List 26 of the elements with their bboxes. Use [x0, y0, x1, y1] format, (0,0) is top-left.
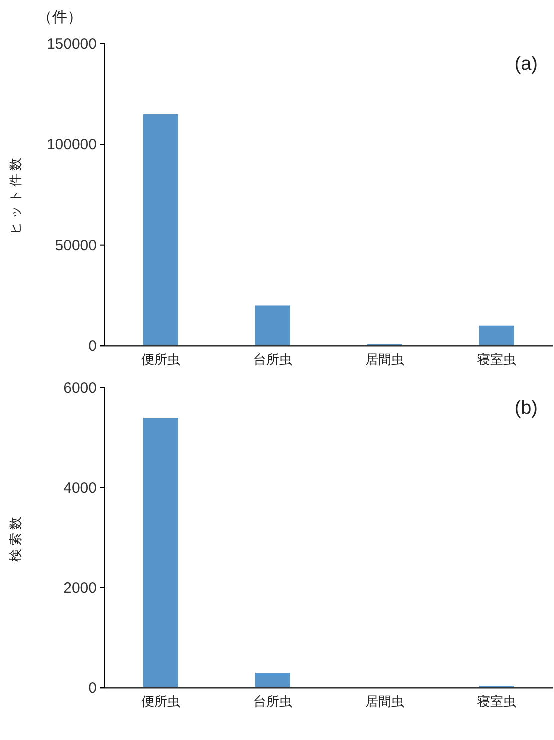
bar: [256, 673, 290, 688]
x-tick-label: 便所虫: [142, 694, 180, 709]
text: （件）: [38, 9, 82, 26]
y-tick-label: 6000: [64, 380, 97, 397]
y-tick-label: 150000: [46, 36, 97, 53]
y-tick-label: 0: [88, 680, 97, 697]
y-axis-title: ヒット件数: [8, 155, 23, 235]
x-tick-label: 台所虫: [254, 352, 292, 367]
x-tick-label: 便所虫: [142, 352, 180, 367]
y-axis-title: 検索数: [8, 514, 23, 562]
y-tick-label: 50000: [55, 237, 97, 254]
bar: [144, 418, 178, 688]
y-tick-label: 100000: [46, 136, 97, 154]
y-tick-label: 2000: [64, 580, 97, 597]
y-tick-label: 4000: [64, 480, 97, 497]
bar: [144, 114, 178, 346]
x-tick-label: 居間虫: [366, 694, 404, 709]
bar: [256, 306, 290, 346]
y-tick-label: 0: [88, 338, 97, 355]
x-tick-label: 台所虫: [254, 694, 292, 709]
x-tick-label: 寝室虫: [478, 352, 516, 367]
x-tick-label: 寝室虫: [478, 694, 516, 709]
annotation: (b): [514, 398, 538, 419]
x-tick-label: 居間虫: [366, 352, 404, 367]
annotation: (a): [514, 54, 538, 75]
bar: [480, 326, 514, 346]
